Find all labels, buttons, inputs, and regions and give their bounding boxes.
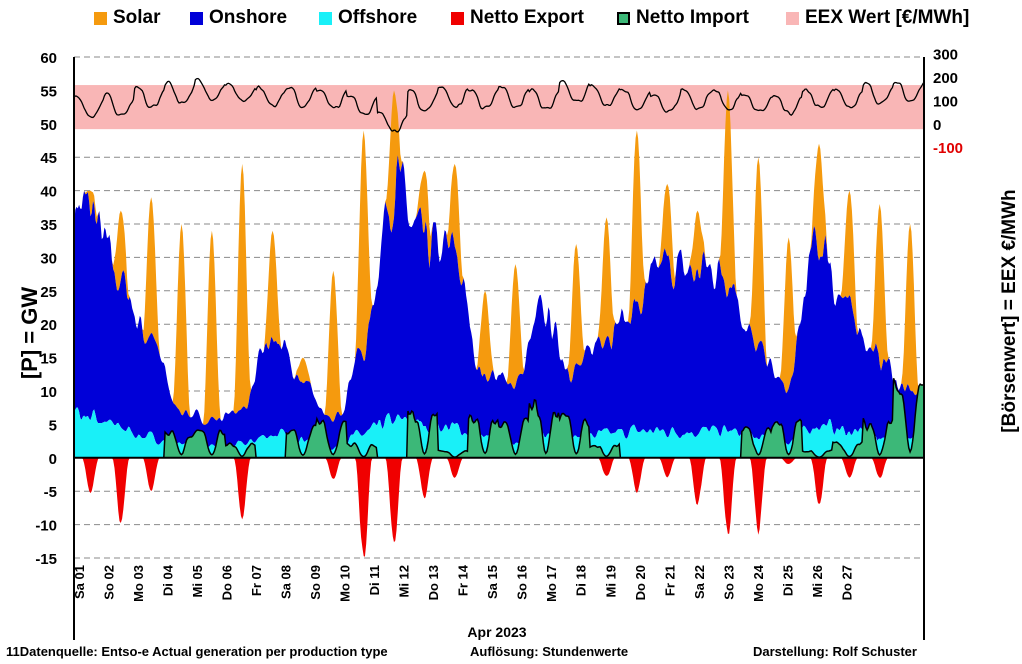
legend-label-netto-import: Netto Import: [636, 7, 749, 28]
x-tick-label: So 23: [721, 565, 736, 600]
y-tick-label: 35: [40, 217, 57, 234]
x-tick-label: Sa 01: [72, 565, 87, 599]
onshore-area: [74, 155, 924, 450]
legend-item-netto-import: Netto Import: [617, 6, 749, 30]
x-tick-label: Do 06: [220, 565, 235, 600]
x-tick-label: Di 04: [161, 564, 176, 596]
x-tick-label: Sa 15: [485, 565, 500, 599]
tick-labels: 605550454035302520151050-5-10-1530020010…: [35, 47, 963, 640]
legend-item-eex: EEX Wert [€/MWh]: [786, 6, 969, 30]
x-axis-title: Apr 2023: [467, 624, 526, 640]
legend-swatch-netto-export: [451, 11, 464, 25]
x-tick-label: Fr 14: [456, 564, 471, 596]
x-tick-label: So 02: [102, 565, 117, 600]
legend-swatch-eex: [786, 11, 799, 25]
legend-item-onshore: Onshore: [190, 6, 287, 30]
footer-source: 11Datenquelle: Entso-e Actual generation…: [6, 644, 388, 659]
legend-label-solar: Solar: [113, 7, 161, 28]
eex-line: [73, 77, 925, 133]
legend-label-eex: EEX Wert [€/MWh]: [805, 7, 970, 28]
y-tick-label: 15: [40, 351, 57, 368]
footer-author: Darstellung: Rolf Schuster: [753, 644, 917, 659]
x-tick-label: So 16: [515, 565, 530, 600]
x-tick-label: So 09: [308, 565, 323, 600]
x-tick-label: Mi 12: [397, 565, 412, 598]
legend-item-solar: Solar: [94, 6, 161, 30]
y-tick-label: 55: [40, 83, 57, 100]
axes-layer: [73, 57, 925, 640]
x-tick-label: Mo 03: [131, 565, 146, 602]
legend-label-onshore: Onshore: [209, 7, 288, 28]
x-tick-label: Mi 26: [810, 565, 825, 598]
x-tick-label: Do 27: [839, 565, 854, 600]
x-tick-label: Mo 17: [544, 565, 559, 602]
y-tick-label: 5: [49, 417, 57, 434]
legend-swatch-onshore: [190, 11, 203, 25]
y2-tick-label: 100: [933, 93, 958, 110]
x-tick-label: Do 13: [426, 565, 441, 600]
x-tick-label: Di 11: [367, 565, 382, 595]
netto-export-area: [74, 457, 924, 557]
x-tick-label: Mi 05: [190, 565, 205, 598]
x-tick-label: Di 25: [780, 565, 795, 596]
y-tick-label: 40: [40, 184, 57, 201]
y-tick-label: 30: [40, 250, 57, 267]
y2-tick-label: -100: [933, 140, 963, 157]
y-axis-title: [P] = GW: [17, 286, 42, 380]
y2-tick-label: 300: [933, 47, 958, 64]
x-tick-label: Do 20: [633, 565, 648, 600]
legend-swatch-netto-import: [617, 11, 630, 25]
x-tick-label: Mo 24: [751, 564, 766, 602]
y-tick-label: -5: [44, 484, 57, 501]
x-tick-label: Fr 21: [662, 565, 677, 596]
legend-item-netto-export: Netto Export: [451, 6, 584, 30]
legend-label-netto-export: Netto Export: [470, 7, 584, 28]
y-tick-label: 25: [40, 284, 57, 301]
y2-tick-label: 0: [933, 117, 941, 134]
grid-lines: [74, 56, 924, 559]
x-tick-label: Fr 07: [249, 565, 264, 596]
y2-axis-title: [Börsenwert] = EEX €/MWh: [999, 189, 1020, 433]
legend-swatch-solar: [94, 11, 107, 25]
y-tick-label: 10: [40, 384, 57, 401]
y-tick-label: -10: [35, 518, 57, 535]
y-tick-label: -15: [35, 551, 57, 568]
y2-tick-label: 200: [933, 70, 958, 87]
y-tick-label: 20: [40, 317, 57, 334]
legend: Solar Onshore Offshore Netto Export Nett…: [0, 6, 1022, 32]
x-tick-label: Sa 22: [692, 565, 707, 599]
x-tick-label: Mi 19: [603, 565, 618, 598]
series-layer: [73, 77, 925, 557]
legend-swatch-offshore: [319, 11, 332, 25]
x-tick-label: Sa 08: [279, 565, 294, 599]
y-tick-label: 50: [40, 117, 57, 134]
y-tick-label: 45: [40, 150, 57, 167]
footer-resolution: Auflösung: Stundenwerte: [470, 644, 629, 659]
x-tick-label: Mo 10: [338, 565, 353, 602]
x-tick-label: Di 18: [574, 565, 589, 596]
y-tick-label: 0: [49, 451, 57, 468]
legend-label-offshore: Offshore: [338, 7, 418, 28]
legend-item-offshore: Offshore: [319, 6, 417, 30]
y-tick-label: 60: [40, 50, 57, 67]
netto-import-line: [74, 378, 925, 459]
solar-area: [74, 90, 924, 425]
